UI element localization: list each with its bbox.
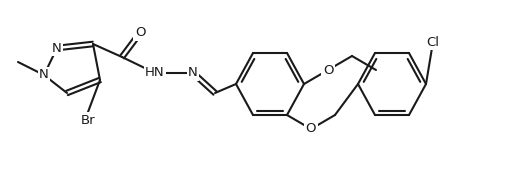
Text: Br: Br — [81, 113, 95, 127]
Text: N: N — [39, 68, 49, 81]
Text: N: N — [52, 41, 62, 54]
Text: O: O — [306, 123, 316, 136]
Text: Cl: Cl — [426, 35, 439, 49]
Text: HN: HN — [145, 66, 165, 79]
Text: N: N — [188, 66, 198, 79]
Text: O: O — [135, 26, 145, 39]
Text: O: O — [323, 64, 333, 77]
